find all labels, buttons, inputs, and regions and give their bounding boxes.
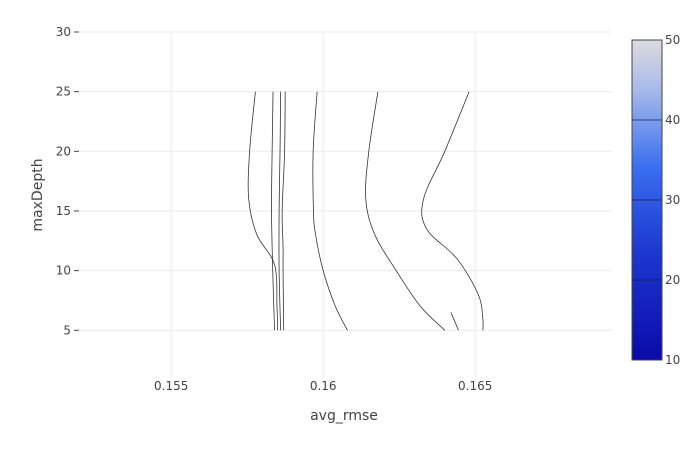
y-tick-label: 25 (56, 85, 71, 99)
y-tick-label: 20 (56, 144, 71, 158)
x-tick-label: 0.155 (154, 379, 188, 393)
colorbar-tick-label: 10 (665, 353, 680, 367)
x-tick-label: 0.16 (310, 379, 337, 393)
colorbar-tick-label: 30 (665, 193, 680, 207)
colorbar-tick-label: 50 (665, 33, 680, 47)
contour-line (421, 91, 484, 331)
colorbar-tick-label: 20 (665, 273, 680, 287)
y-axis-title: maxDepth (30, 158, 46, 231)
y-tick-label: 30 (56, 25, 71, 39)
y-tick-label: 15 (56, 204, 71, 218)
gridlines (80, 31, 612, 378)
contour-line (450, 312, 459, 331)
x-axis-title: avg_rmse (310, 408, 378, 424)
colorbar: 10 20 30 40 50 (631, 33, 680, 367)
y-tick-label: 10 (56, 264, 71, 278)
contour-line (281, 91, 286, 331)
contour-line (271, 91, 275, 331)
x-axis-ticks: 0.155 0.16 0.165 (154, 379, 492, 393)
contour-line (312, 91, 348, 331)
contour-line (247, 91, 278, 331)
x-tick-label: 0.165 (458, 379, 492, 393)
colorbar-tick-label: 40 (665, 113, 680, 127)
contour-line (365, 91, 446, 331)
y-tick-label: 5 (63, 323, 71, 337)
contour-line (278, 91, 282, 331)
y-axis-ticks: 5 10 15 20 25 30 (56, 25, 79, 337)
contour-lines (247, 91, 484, 331)
